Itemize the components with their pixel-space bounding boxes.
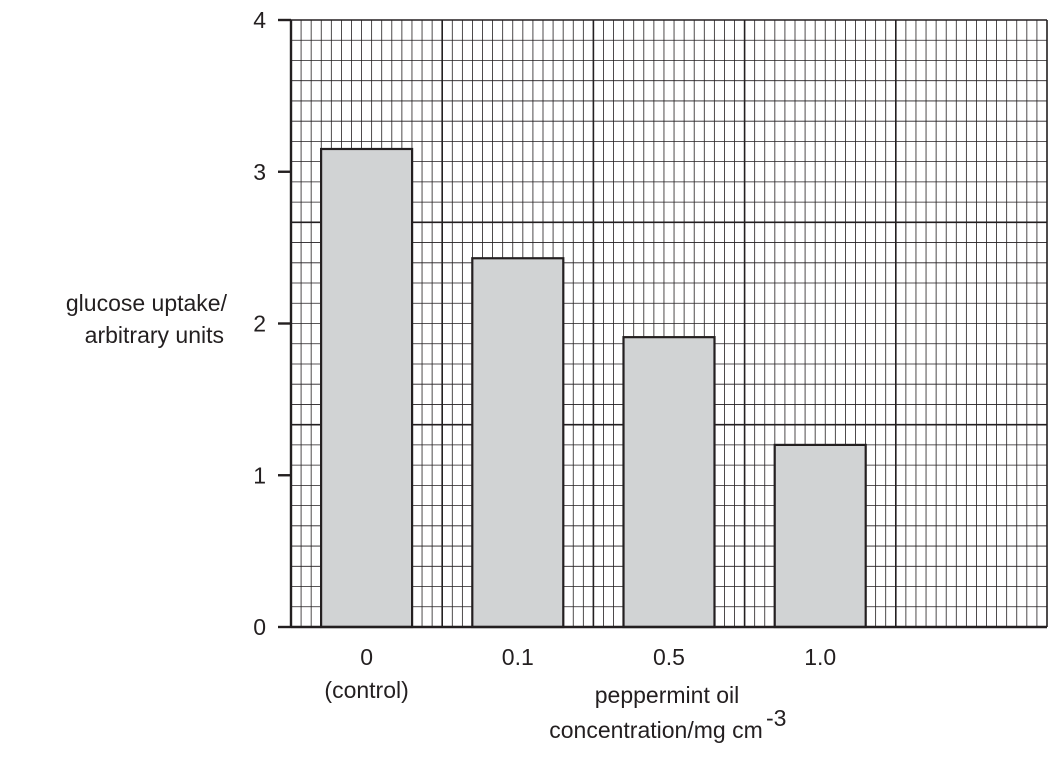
x-axis-label-superscript: -3 <box>766 705 786 731</box>
x-tick-label-0.5: 0.5 <box>653 644 685 670</box>
x-axis-label-line2: concentration/mg cm <box>549 717 762 743</box>
axes <box>278 18 1047 629</box>
bar-0.5 <box>622 336 716 629</box>
x-tick-sublabel-0: (control) <box>324 677 408 703</box>
y-axis-label-line2: arbitrary units <box>85 322 224 348</box>
x-axis-label-line1: peppermint oil <box>595 682 739 708</box>
y-tick-label-2: 2 <box>253 311 266 337</box>
y-tick-labels: 0 1 2 3 4 <box>253 7 266 640</box>
bars <box>320 147 867 629</box>
x-tick-label-0: 0 <box>360 644 373 670</box>
bar-0 <box>320 147 414 629</box>
y-tick-label-3: 3 <box>253 159 266 185</box>
y-tick-label-1: 1 <box>253 462 266 488</box>
bar-0.1 <box>471 257 565 629</box>
y-tick-label-4: 4 <box>253 7 266 33</box>
bar-1.0 <box>773 443 867 629</box>
y-axis-label-line1: glucose uptake/ <box>66 290 228 316</box>
y-tick-label-0: 0 <box>253 614 266 640</box>
x-tick-label-0.1: 0.1 <box>502 644 534 670</box>
x-tick-label-1.0: 1.0 <box>804 644 836 670</box>
x-tick-labels: 0 (control) 0.1 0.5 1.0 <box>324 644 836 703</box>
